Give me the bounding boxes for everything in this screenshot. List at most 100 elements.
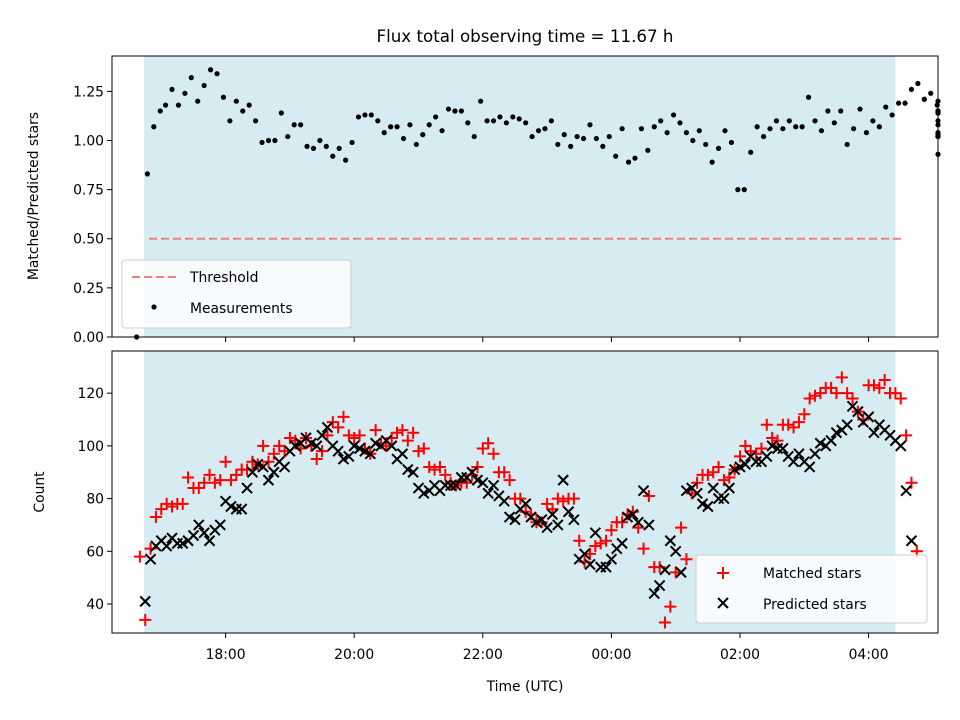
predicted-star-point — [546, 508, 559, 521]
matched-star-point — [771, 434, 784, 447]
predicted-star-point — [316, 429, 328, 442]
matched-star-point — [348, 431, 361, 444]
predicted-star-point — [364, 448, 376, 460]
measurement-point — [773, 118, 780, 124]
predicted-star-point — [332, 445, 344, 457]
measurement-point — [484, 118, 490, 124]
top-legend: Threshold Measurements — [121, 259, 352, 329]
measurement-point — [780, 126, 786, 132]
x-tick-label: 00:00 — [591, 647, 631, 663]
bottom-y-ticks: 40 60 80 100 120 — [77, 386, 112, 613]
measurement-point — [368, 112, 374, 118]
predicted-star-point — [825, 434, 837, 447]
measurement-point — [400, 135, 407, 142]
measurement-point — [683, 130, 690, 136]
measurement-point — [600, 143, 606, 149]
top-y-tick-label: 0.50 — [73, 232, 104, 248]
predicted-star-point — [203, 535, 216, 547]
measurement-point — [870, 118, 876, 124]
predicted-star-point — [862, 411, 875, 423]
predicted-star-point — [809, 448, 821, 460]
predicted-star-point — [160, 540, 173, 552]
predicted-star-point — [321, 421, 334, 434]
matched-star-point — [332, 421, 345, 434]
measurement-point — [793, 124, 799, 130]
x-tick-label: 18:00 — [206, 647, 246, 663]
matched-star-point — [867, 379, 880, 392]
measurement-point — [670, 112, 677, 118]
measurement-point — [632, 155, 638, 161]
measurement-point — [413, 141, 419, 148]
matched-star-point — [428, 463, 441, 476]
matched-star-point — [224, 474, 237, 487]
measurement-point — [542, 126, 548, 132]
matched-star-point — [230, 468, 243, 481]
matched-star-point — [573, 534, 586, 547]
matched-star-point — [433, 460, 446, 473]
measurement-point — [151, 124, 157, 130]
predicted-star-point — [793, 448, 805, 460]
predicted-star-point — [541, 521, 553, 534]
predicted-star-point — [235, 503, 248, 515]
measurement-point — [857, 106, 863, 112]
measurement-point — [503, 120, 509, 126]
measurement-point — [767, 126, 773, 132]
predicted-star-point — [632, 516, 644, 529]
predicted-star-point — [589, 527, 602, 539]
matched-star-point — [830, 387, 843, 400]
predicted-star-point — [895, 440, 907, 452]
measurement-point — [220, 94, 227, 100]
measurement-point — [336, 145, 342, 151]
measurement-point — [362, 112, 368, 118]
measurement-point — [619, 126, 625, 132]
measurement-point — [381, 130, 387, 136]
x-tick-label: 20:00 — [334, 647, 374, 663]
predicted-star-point — [385, 440, 398, 452]
matched-star-point — [498, 466, 511, 479]
measurement-point — [593, 135, 599, 142]
measurement-point — [175, 102, 182, 108]
measurement-point — [445, 106, 452, 112]
matched-star-point — [803, 392, 816, 405]
top-y-tick-label: 1.25 — [73, 84, 104, 100]
predicted-star-point — [702, 500, 714, 513]
measurement-point — [265, 137, 272, 144]
predicted-star-point — [257, 461, 269, 473]
predicted-star-point — [787, 455, 800, 468]
measurement-point — [741, 187, 747, 193]
measurement-point — [664, 130, 670, 136]
matched-star-point — [476, 442, 489, 455]
matched-star-point — [723, 471, 736, 484]
matched-star-point — [273, 439, 286, 452]
measurement-point — [516, 116, 522, 122]
matched-star-point — [203, 468, 216, 481]
measurement-point — [850, 126, 857, 132]
matched-star-point — [541, 497, 554, 510]
measurement-point — [902, 100, 908, 106]
measurement-point — [805, 94, 812, 100]
legend-threshold-label: Threshold — [189, 270, 258, 286]
measurement-point — [838, 108, 844, 114]
matched-star-point — [835, 371, 848, 384]
measurement-point — [690, 137, 696, 144]
predicted-star-point — [691, 487, 703, 500]
predicted-star-point — [803, 461, 816, 473]
chart-title: Flux total observing time = 11.67 h — [376, 26, 673, 46]
predicted-star-point — [605, 553, 618, 565]
measurement-point — [568, 143, 574, 149]
matched-star-point — [487, 447, 500, 460]
top-y-tick-label: 0.00 — [73, 330, 104, 346]
predicted-star-point — [637, 484, 650, 497]
matched-star-point — [814, 387, 827, 400]
matched-star-point — [412, 445, 425, 458]
measurement-point — [728, 139, 735, 146]
matched-star-point — [407, 426, 420, 439]
measurement-point — [439, 128, 445, 134]
matched-star-point — [326, 416, 339, 429]
predicted-star-point — [477, 477, 489, 489]
measurement-point — [169, 86, 175, 93]
predicted-star-point — [723, 482, 735, 494]
measurement-point — [278, 110, 284, 116]
measurement-point — [548, 118, 554, 124]
measurement-point — [201, 82, 207, 89]
